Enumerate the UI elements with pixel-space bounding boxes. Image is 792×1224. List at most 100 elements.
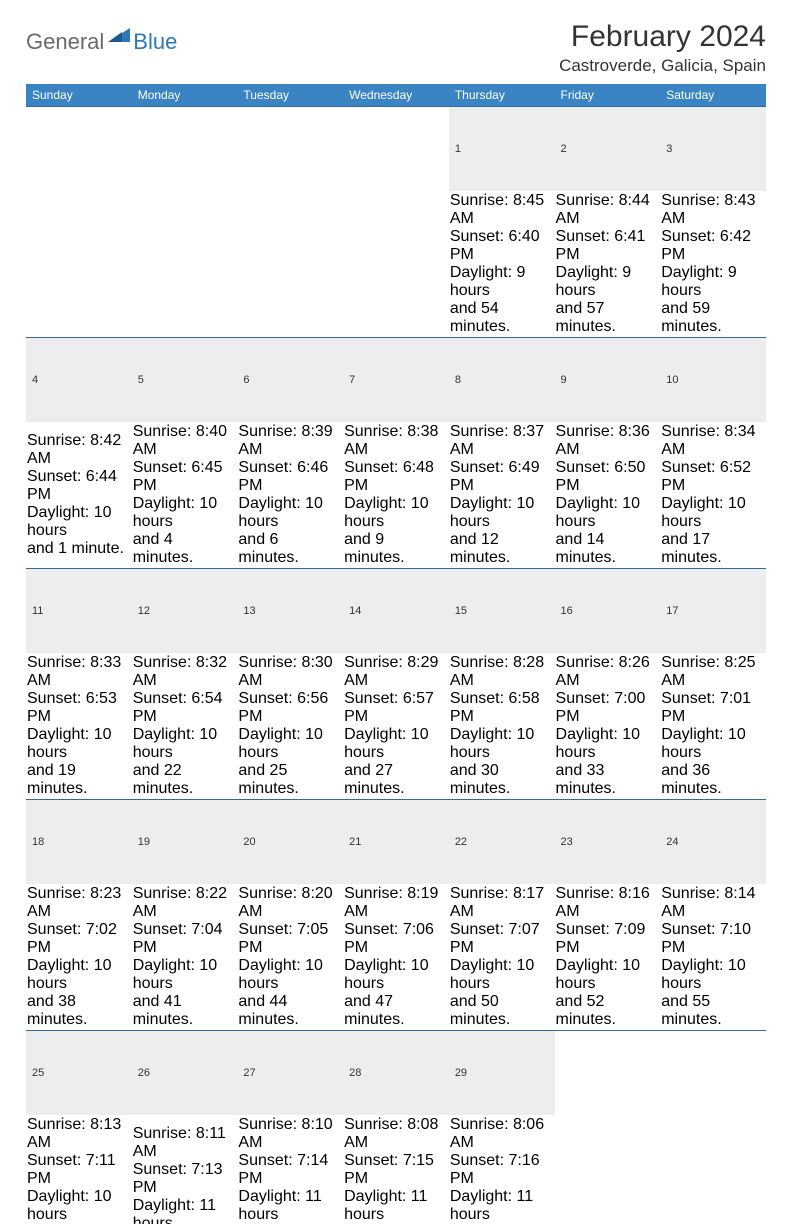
- daylight: Daylight: 10 hours: [661, 495, 765, 531]
- day-number: 22: [449, 800, 555, 885]
- day-cell: [343, 191, 449, 338]
- day-number: 23: [555, 800, 661, 885]
- daylight-cont: and 57 minutes.: [556, 300, 660, 336]
- sunrise: Sunrise: 8:37 AM: [450, 423, 554, 459]
- daylight-cont: and 17 minutes.: [661, 531, 765, 567]
- day-number: 28: [343, 1031, 449, 1116]
- sunrise: Sunrise: 8:34 AM: [661, 423, 765, 459]
- daylight: Daylight: 10 hours: [238, 726, 342, 762]
- day-number: [343, 107, 449, 192]
- daylight: Daylight: 10 hours: [133, 495, 237, 531]
- day-cell: Sunrise: 8:40 AMSunset: 6:45 PMDaylight:…: [132, 422, 238, 569]
- calendar-table: SundayMondayTuesdayWednesdayThursdayFrid…: [26, 84, 766, 1224]
- day-cell: Sunrise: 8:33 AMSunset: 6:53 PMDaylight:…: [26, 653, 132, 800]
- sunset: Sunset: 7:14 PM: [238, 1152, 342, 1188]
- daylight-cont: and 30 minutes.: [450, 762, 554, 798]
- sunrise: Sunrise: 8:28 AM: [450, 654, 554, 690]
- daylight-cont: and 19 minutes.: [27, 762, 131, 798]
- daylight-cont: and 36 minutes.: [661, 762, 765, 798]
- day-cell: Sunrise: 8:13 AMSunset: 7:11 PMDaylight:…: [26, 1115, 132, 1224]
- sunrise: Sunrise: 8:08 AM: [344, 1116, 448, 1152]
- sunset: Sunset: 6:54 PM: [133, 690, 237, 726]
- day-cell: Sunrise: 8:22 AMSunset: 7:04 PMDaylight:…: [132, 884, 238, 1031]
- day-cell: Sunrise: 8:17 AMSunset: 7:07 PMDaylight:…: [449, 884, 555, 1031]
- sunset: Sunset: 6:48 PM: [344, 459, 448, 495]
- daylight-cont: and 22 minutes.: [133, 762, 237, 798]
- sunrise: Sunrise: 8:14 AM: [661, 885, 765, 921]
- sunset: Sunset: 7:02 PM: [27, 921, 131, 957]
- sunrise: Sunrise: 8:10 AM: [238, 1116, 342, 1152]
- sunset: Sunset: 7:00 PM: [556, 690, 660, 726]
- day-cell: Sunrise: 8:42 AMSunset: 6:44 PMDaylight:…: [26, 422, 132, 569]
- day-number: [26, 107, 132, 192]
- daylight-cont: and 44 minutes.: [238, 993, 342, 1029]
- day-number: 27: [237, 1031, 343, 1116]
- sunrise: Sunrise: 8:26 AM: [556, 654, 660, 690]
- day-cell: Sunrise: 8:26 AMSunset: 7:00 PMDaylight:…: [555, 653, 661, 800]
- sunrise: Sunrise: 8:36 AM: [556, 423, 660, 459]
- sunrise: Sunrise: 8:13 AM: [27, 1116, 131, 1152]
- day-cell: [555, 1115, 661, 1224]
- logo-mark-icon: [108, 26, 132, 47]
- week-row: Sunrise: 8:42 AMSunset: 6:44 PMDaylight:…: [26, 422, 766, 569]
- daylight-cont: and 9 minutes.: [344, 531, 448, 567]
- daynum-row: 123: [26, 107, 766, 192]
- day-cell: Sunrise: 8:34 AMSunset: 6:52 PMDaylight:…: [660, 422, 766, 569]
- daynum-row: 11121314151617: [26, 569, 766, 654]
- daylight: Daylight: 10 hours: [27, 957, 131, 993]
- sunset: Sunset: 6:52 PM: [661, 459, 765, 495]
- daylight-cont: and 25 minutes.: [238, 762, 342, 798]
- sunrise: Sunrise: 8:25 AM: [661, 654, 765, 690]
- week-row: Sunrise: 8:33 AMSunset: 6:53 PMDaylight:…: [26, 653, 766, 800]
- daylight-cont: and 50 minutes.: [450, 993, 554, 1029]
- day-cell: Sunrise: 8:11 AMSunset: 7:13 PMDaylight:…: [132, 1115, 238, 1224]
- daylight: Daylight: 9 hours: [556, 264, 660, 300]
- day-header: Tuesday: [237, 84, 343, 107]
- sunset: Sunset: 7:05 PM: [238, 921, 342, 957]
- daylight-cont: and 41 minutes.: [133, 993, 237, 1029]
- sunset: Sunset: 7:09 PM: [556, 921, 660, 957]
- daylight: Daylight: 10 hours: [238, 957, 342, 993]
- daylight: Daylight: 9 hours: [661, 264, 765, 300]
- calendar-head: SundayMondayTuesdayWednesdayThursdayFrid…: [26, 84, 766, 107]
- day-number: 26: [132, 1031, 238, 1116]
- day-cell: Sunrise: 8:06 AMSunset: 7:16 PMDaylight:…: [449, 1115, 555, 1224]
- sunset: Sunset: 7:15 PM: [344, 1152, 448, 1188]
- daylight: Daylight: 10 hours: [238, 495, 342, 531]
- sunrise: Sunrise: 8:19 AM: [344, 885, 448, 921]
- header: General Blue February 2024 Castroverde, …: [26, 20, 766, 76]
- daylight: Daylight: 10 hours: [344, 957, 448, 993]
- sunset: Sunset: 7:13 PM: [133, 1161, 237, 1197]
- day-number: 20: [237, 800, 343, 885]
- day-cell: Sunrise: 8:25 AMSunset: 7:01 PMDaylight:…: [660, 653, 766, 800]
- day-cell: Sunrise: 8:38 AMSunset: 6:48 PMDaylight:…: [343, 422, 449, 569]
- day-cell: Sunrise: 8:39 AMSunset: 6:46 PMDaylight:…: [237, 422, 343, 569]
- day-number: 8: [449, 338, 555, 423]
- week-row: Sunrise: 8:45 AMSunset: 6:40 PMDaylight:…: [26, 191, 766, 338]
- week-row: Sunrise: 8:13 AMSunset: 7:11 PMDaylight:…: [26, 1115, 766, 1224]
- day-header: Sunday: [26, 84, 132, 107]
- day-number: 17: [660, 569, 766, 654]
- day-number: [555, 1031, 661, 1116]
- sunset: Sunset: 7:07 PM: [450, 921, 554, 957]
- day-cell: Sunrise: 8:36 AMSunset: 6:50 PMDaylight:…: [555, 422, 661, 569]
- sunset: Sunset: 6:42 PM: [661, 228, 765, 264]
- sunrise: Sunrise: 8:20 AM: [238, 885, 342, 921]
- week-row: Sunrise: 8:23 AMSunset: 7:02 PMDaylight:…: [26, 884, 766, 1031]
- day-header: Friday: [555, 84, 661, 107]
- sunrise: Sunrise: 8:06 AM: [450, 1116, 554, 1152]
- daylight: Daylight: 10 hours: [450, 726, 554, 762]
- day-number: 5: [132, 338, 238, 423]
- daylight-cont: and 54 minutes.: [450, 300, 554, 336]
- daylight: Daylight: 10 hours: [661, 957, 765, 993]
- daylight-cont: and 14 minutes.: [556, 531, 660, 567]
- sunrise: Sunrise: 8:22 AM: [133, 885, 237, 921]
- daylight: Daylight: 11 hours: [238, 1188, 342, 1224]
- daylight: Daylight: 10 hours: [344, 726, 448, 762]
- daylight: Daylight: 11 hours: [344, 1188, 448, 1224]
- day-number: 21: [343, 800, 449, 885]
- daynum-row: 2526272829: [26, 1031, 766, 1116]
- day-cell: [237, 191, 343, 338]
- sunrise: Sunrise: 8:40 AM: [133, 423, 237, 459]
- daylight: Daylight: 10 hours: [27, 726, 131, 762]
